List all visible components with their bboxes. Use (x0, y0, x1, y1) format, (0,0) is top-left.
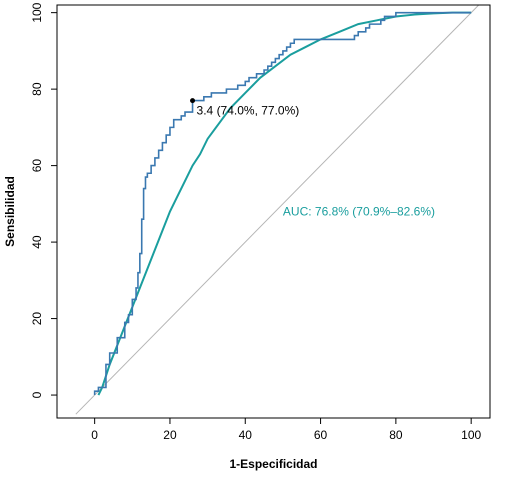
y-tick-label: 60 (30, 159, 44, 173)
optimal-threshold-point (190, 98, 196, 104)
auc-label: AUC: 76.8% (70.9%–82.6%) (283, 205, 435, 219)
reference-diagonal-line (75, 5, 480, 415)
x-tick-label: 20 (163, 428, 177, 442)
x-tick-label: 40 (239, 428, 253, 442)
y-axis: 0 20 40 60 80 100 (30, 2, 57, 398)
y-tick-label: 100 (30, 2, 44, 22)
optimal-threshold-label: 3.4 (74.0%, 77.0%) (197, 104, 300, 118)
plot-frame (56, 4, 491, 419)
x-tick-label: 80 (389, 428, 403, 442)
y-axis-title: Sensibilidad (3, 176, 17, 247)
x-tick-label: 100 (461, 428, 481, 442)
smoothed-roc-curve (97, 11, 472, 396)
x-axis: 0 20 40 60 80 100 (91, 418, 482, 442)
x-tick-label: 60 (314, 428, 328, 442)
x-axis-title: 1-Especificidad (229, 457, 317, 471)
y-tick-label: 0 (30, 391, 44, 398)
x-tick-label: 0 (91, 428, 98, 442)
y-tick-label: 40 (30, 235, 44, 249)
y-tick-label: 20 (30, 312, 44, 326)
y-tick-label: 80 (30, 82, 44, 96)
empirical-roc-curve (93, 11, 472, 396)
plot-area (56, 4, 491, 419)
